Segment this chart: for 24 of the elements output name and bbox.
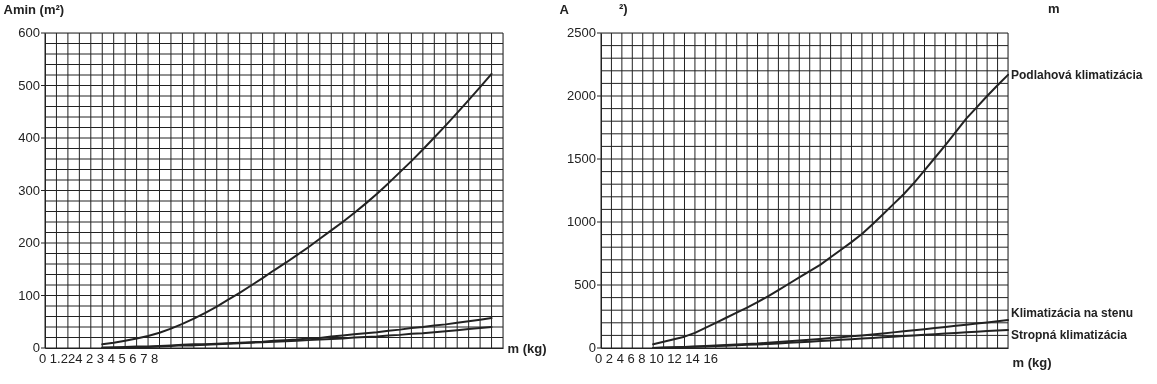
y-tick-label: 100 [18, 287, 40, 303]
y-tick-label: 1000 [567, 214, 596, 229]
text: 0 2 4 6 8 10 12 14 16 [595, 351, 718, 366]
text: 0 1.224 2 3 4 5 6 7 8 [39, 351, 159, 366]
series-label: Podlahová klimatizácia [1011, 67, 1143, 82]
y-tick-label: 500 [574, 277, 596, 292]
x-axis-title: m (kg) [1012, 354, 1052, 370]
y-tick-label: 600 [18, 25, 40, 40]
y-tick-label: 300 [18, 182, 40, 198]
y-tick-label: 0 [32, 340, 40, 355]
x-axis-title: m (kg) [507, 340, 547, 356]
y-tick-label: 2500 [567, 25, 596, 40]
y-tick-label: 2000 [567, 88, 596, 103]
text: ²) [619, 1, 628, 16]
y-tick-label: 0 [588, 340, 596, 355]
y-tick-label: 1500 [567, 151, 596, 166]
text: m [1048, 1, 1060, 16]
y-tick-label: 400 [18, 130, 40, 145]
y-tick-label: 500 [18, 77, 40, 93]
series-label: Stropná klimatizácia [1011, 327, 1128, 342]
y-axis-title: Amin (m²) [3, 1, 65, 17]
y-tick-label: 200 [18, 235, 40, 250]
series-label: Klimatizácia na stenu [1011, 306, 1134, 321]
y-axis-title: A [559, 1, 570, 17]
